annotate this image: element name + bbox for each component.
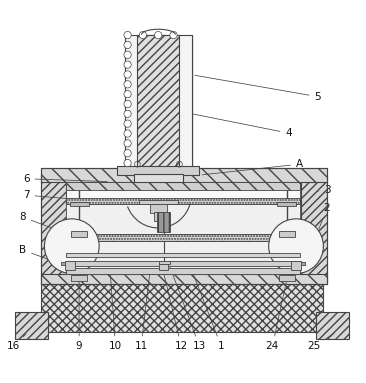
Bar	[66, 198, 300, 204]
Bar	[157, 211, 170, 232]
Circle shape	[124, 150, 131, 157]
Bar	[279, 231, 295, 237]
Circle shape	[124, 159, 131, 167]
Circle shape	[124, 71, 131, 78]
Circle shape	[124, 110, 131, 118]
Bar	[71, 231, 87, 237]
Bar	[66, 268, 300, 273]
Bar	[66, 261, 300, 266]
Text: 13: 13	[169, 265, 206, 352]
Circle shape	[44, 219, 99, 273]
Bar	[302, 175, 327, 285]
Text: 3: 3	[318, 185, 330, 195]
Circle shape	[124, 61, 131, 68]
Bar	[117, 166, 199, 175]
Bar	[134, 174, 183, 182]
Circle shape	[124, 140, 131, 147]
Bar	[66, 234, 300, 241]
Circle shape	[124, 41, 131, 49]
Text: 6: 6	[23, 174, 107, 184]
Circle shape	[124, 100, 131, 108]
Circle shape	[124, 81, 131, 88]
Text: 8: 8	[19, 212, 78, 238]
Bar	[292, 262, 305, 265]
Bar	[41, 168, 327, 285]
Circle shape	[170, 31, 177, 39]
Circle shape	[124, 130, 131, 137]
Bar	[277, 202, 296, 206]
Bar	[70, 202, 89, 206]
Text: 11: 11	[134, 273, 150, 352]
Text: 10: 10	[109, 273, 122, 352]
Text: 2: 2	[319, 203, 330, 229]
Circle shape	[269, 219, 324, 273]
Bar	[41, 273, 327, 285]
Bar	[139, 200, 178, 204]
Bar	[66, 241, 300, 273]
Bar	[316, 312, 349, 339]
Text: 1: 1	[191, 269, 225, 352]
Bar	[64, 261, 75, 270]
Bar	[150, 204, 167, 213]
Text: 5: 5	[195, 75, 321, 102]
Circle shape	[124, 90, 131, 98]
Circle shape	[124, 51, 131, 59]
Text: 25: 25	[308, 334, 334, 352]
Bar	[66, 254, 300, 257]
Bar	[71, 275, 87, 281]
Bar	[66, 182, 300, 190]
Text: 7: 7	[23, 190, 89, 200]
Bar	[291, 261, 302, 270]
Bar	[158, 261, 169, 264]
Bar	[61, 262, 74, 265]
Bar	[41, 285, 324, 332]
Bar	[125, 35, 192, 168]
Circle shape	[139, 31, 146, 39]
Text: A: A	[202, 159, 303, 175]
Bar	[279, 275, 295, 281]
Bar	[154, 211, 163, 221]
Text: 4: 4	[182, 112, 292, 138]
Bar	[137, 35, 179, 168]
Text: 24: 24	[266, 282, 286, 352]
Text: 9: 9	[76, 282, 82, 352]
Circle shape	[124, 31, 131, 39]
Text: B: B	[19, 245, 55, 262]
Text: 12: 12	[164, 273, 188, 352]
Bar	[66, 182, 300, 273]
Bar	[159, 264, 168, 270]
Bar	[66, 204, 300, 234]
Text: 16: 16	[7, 334, 26, 352]
Circle shape	[154, 31, 162, 39]
Bar	[41, 175, 66, 285]
Circle shape	[124, 120, 131, 127]
Bar	[41, 168, 327, 182]
Bar	[15, 312, 48, 339]
